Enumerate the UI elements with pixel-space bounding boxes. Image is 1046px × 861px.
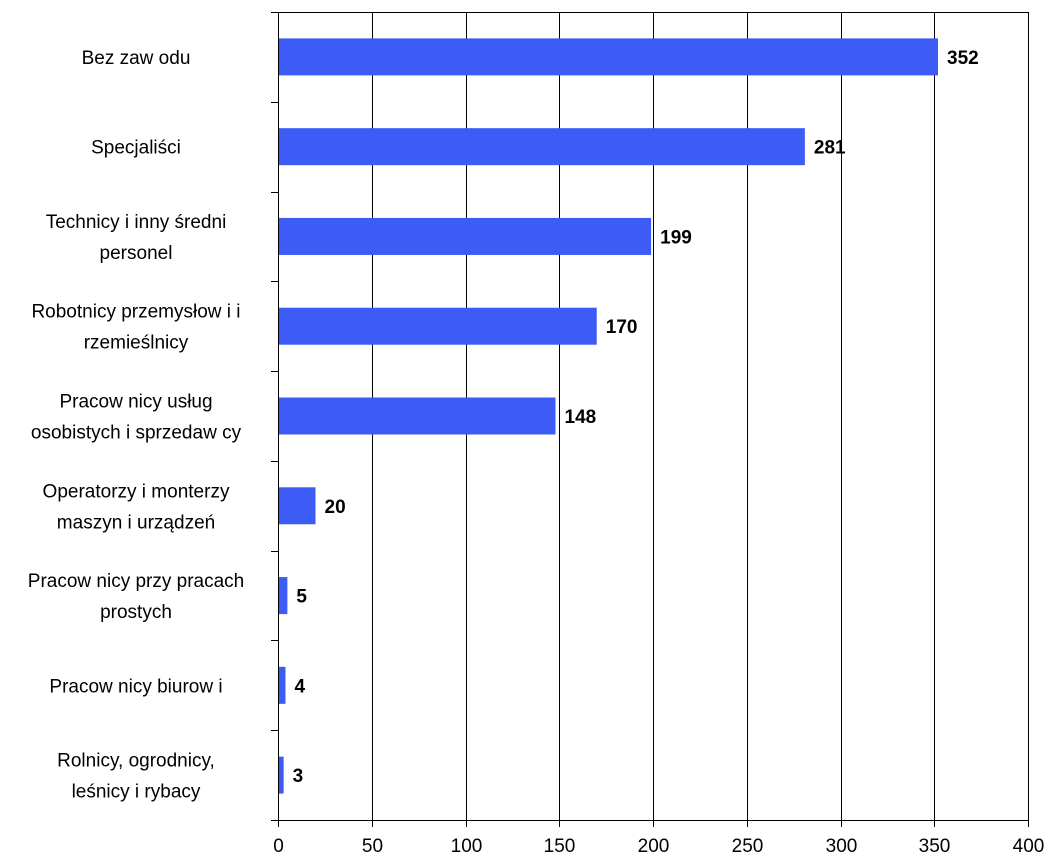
x-tick-label: 50 [362,836,383,857]
category-label: Pracow nicy biurow i [49,676,222,697]
data-label: 5 [296,587,307,608]
category-label-line: Specjaliści [91,138,181,159]
category-label-line: prostych [100,602,172,623]
category-label-line: Rolnicy, ogrodnicy, [57,751,215,772]
category-label: Pracow nicy przy pracach prostych [28,571,244,623]
x-tick-label: 150 [544,836,576,857]
category-label-line: Technicy i inny średni [46,212,227,233]
category-label-line: rzemieślnicy [84,333,189,354]
data-label: 4 [295,676,306,697]
category-label: Technicy i inny średni personel [46,212,227,264]
x-tick-label: 200 [638,836,670,857]
category-label: Robotnicy przemysłow i i rzemieślnicy [31,302,240,354]
category-label: Operatorzy i monterzy maszyn i urządzeń [43,481,230,533]
bars [279,38,938,794]
data-label: 352 [947,48,979,69]
category-label-line: Pracow nicy przy pracach [28,571,244,592]
x-tick-label: 400 [1013,836,1045,857]
data-label: 170 [606,317,638,338]
data-label: 199 [660,227,692,248]
axes [271,12,1029,827]
bar [279,487,316,525]
bar [279,217,652,255]
category-label: Rolnicy, ogrodnicy, leśnicy i rybacy [57,751,215,803]
bar [279,577,288,615]
category-label-line: personel [100,243,173,264]
bar [279,307,597,345]
x-tick-label: 0 [273,836,284,857]
category-label-line: Bez zaw odu [82,48,191,69]
category-label: Bez zaw odu [82,48,191,69]
bar [279,756,284,794]
data-label: 3 [293,766,304,787]
bar [279,397,556,435]
category-label-line: maszyn i urządzeń [57,512,215,533]
x-tick-label: 350 [919,836,951,857]
x-tick-label: 300 [826,836,858,857]
category-label-line: leśnicy i rybacy [72,782,201,803]
category-label-line: Robotnicy przemysłow i i [31,302,240,323]
category-label-line: Operatorzy i monterzy [43,481,230,502]
data-label: 281 [814,138,846,159]
category-label-line: Pracow nicy biurow i [49,676,222,697]
category-label-line: Pracow nicy usług [59,392,212,413]
data-label: 20 [325,497,346,518]
bar [279,666,286,704]
category-label: Pracow nicy usług osobistych i sprzedaw c… [31,392,242,444]
labels: 0 50 100 150 200 250 300 350 400 352 Bez zaw odu 28… [28,48,1045,857]
x-tick-label: 100 [451,836,483,857]
bar [279,38,938,76]
data-label: 148 [565,407,597,428]
bar [279,128,805,166]
category-label-line: osobistych i sprzedaw cy [31,423,242,444]
category-label: Specjaliści [91,138,181,159]
x-tick-label: 250 [732,836,764,857]
